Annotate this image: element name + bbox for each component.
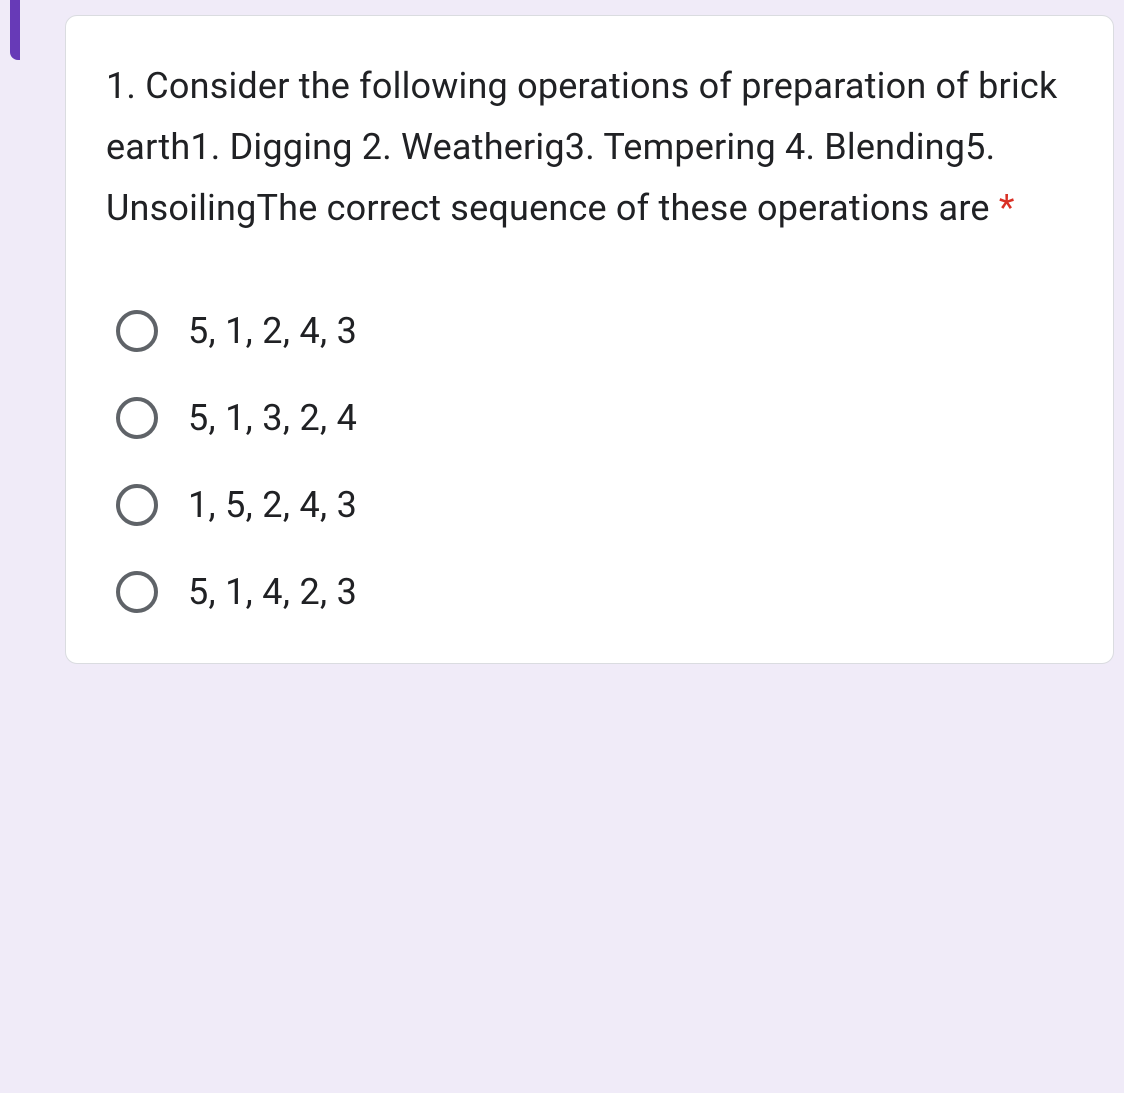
question-text: 1. Consider the following operations of … [106, 56, 1073, 240]
option-label: 1, 5, 2, 4, 3 [188, 484, 357, 526]
radio-icon[interactable] [116, 571, 158, 613]
radio-icon[interactable] [116, 310, 158, 352]
options-group: 5, 1, 2, 4, 3 5, 1, 3, 2, 4 1, 5, 2, 4, … [106, 310, 1073, 613]
option-label: 5, 1, 2, 4, 3 [188, 310, 357, 352]
option-row[interactable]: 1, 5, 2, 4, 3 [116, 484, 1073, 526]
required-asterisk: * [999, 187, 1015, 229]
question-body: 1. Consider the following operations of … [106, 65, 1057, 229]
form-container: 1. Consider the following operations of … [0, 0, 1124, 664]
option-label: 5, 1, 4, 2, 3 [188, 571, 357, 613]
option-row[interactable]: 5, 1, 2, 4, 3 [116, 310, 1073, 352]
option-label: 5, 1, 3, 2, 4 [188, 397, 357, 439]
option-row[interactable]: 5, 1, 3, 2, 4 [116, 397, 1073, 439]
radio-icon[interactable] [116, 397, 158, 439]
radio-icon[interactable] [116, 484, 158, 526]
accent-bar [10, 0, 20, 60]
option-row[interactable]: 5, 1, 4, 2, 3 [116, 571, 1073, 613]
question-card: 1. Consider the following operations of … [65, 15, 1114, 664]
